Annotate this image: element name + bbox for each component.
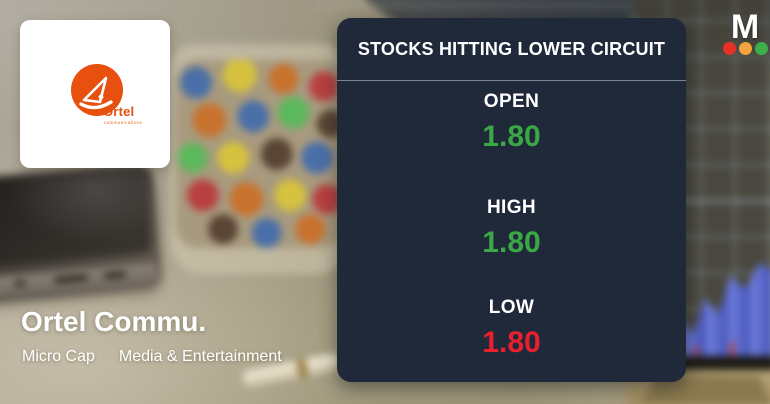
panel-header: STOCKS HITTING LOWER CIRCUIT	[337, 18, 686, 81]
amber-dot-icon	[738, 42, 752, 55]
pen-band	[296, 359, 309, 378]
stat-open-label: OPEN	[483, 91, 540, 112]
chart-gridline	[634, 200, 770, 202]
candy-jar-photo	[170, 44, 350, 274]
stat-high: HIGH 1.80	[337, 195, 686, 261]
stat-low-value: 1.80	[482, 326, 541, 359]
candies	[176, 60, 344, 248]
stock-meta: Micro Cap Media & Entertainment	[22, 348, 282, 366]
logo-brand-text: Ortel	[103, 104, 135, 119]
phone-jack	[13, 279, 27, 287]
chart-dotted-line	[316, 4, 646, 7]
panel-title: STOCKS HITTING LOWER CIRCUIT	[357, 38, 666, 59]
phone-screen	[0, 168, 153, 268]
stat-open-value: 1.80	[482, 120, 541, 153]
red-volume-bar	[694, 346, 698, 364]
stat-high-label: HIGH	[486, 197, 537, 218]
panel-body: OPEN 1.80 HIGH 1.80 LOW 1.80	[337, 81, 686, 382]
stock-name: Ortel Commu.	[21, 306, 207, 337]
ortel-logo-icon	[71, 64, 123, 116]
publisher-watermark: M	[720, 10, 770, 55]
red-dot-icon	[722, 42, 736, 55]
watermark-dots	[720, 42, 770, 55]
stock-stats-panel: STOCKS HITTING LOWER CIRCUIT OPEN 1.80 H…	[337, 18, 686, 382]
m-logo-icon: M	[730, 8, 760, 46]
sector-label: Media & Entertainment	[118, 348, 282, 365]
red-volume-bar	[730, 342, 734, 364]
stat-low: LOW 1.80	[337, 295, 686, 361]
smartphone-photo	[0, 162, 164, 304]
company-logo-card: Ortel communications	[20, 20, 170, 168]
stat-high-value: 1.80	[482, 226, 541, 259]
phone-speaker	[53, 274, 89, 284]
market-cap-label: Micro Cap	[22, 348, 95, 365]
phone-usb-port	[103, 271, 127, 279]
stat-open: OPEN 1.80	[337, 89, 686, 155]
logo-brand-subtext: communications	[104, 120, 143, 125]
stat-low-label: LOW	[488, 297, 535, 318]
green-dot-icon	[754, 42, 768, 55]
